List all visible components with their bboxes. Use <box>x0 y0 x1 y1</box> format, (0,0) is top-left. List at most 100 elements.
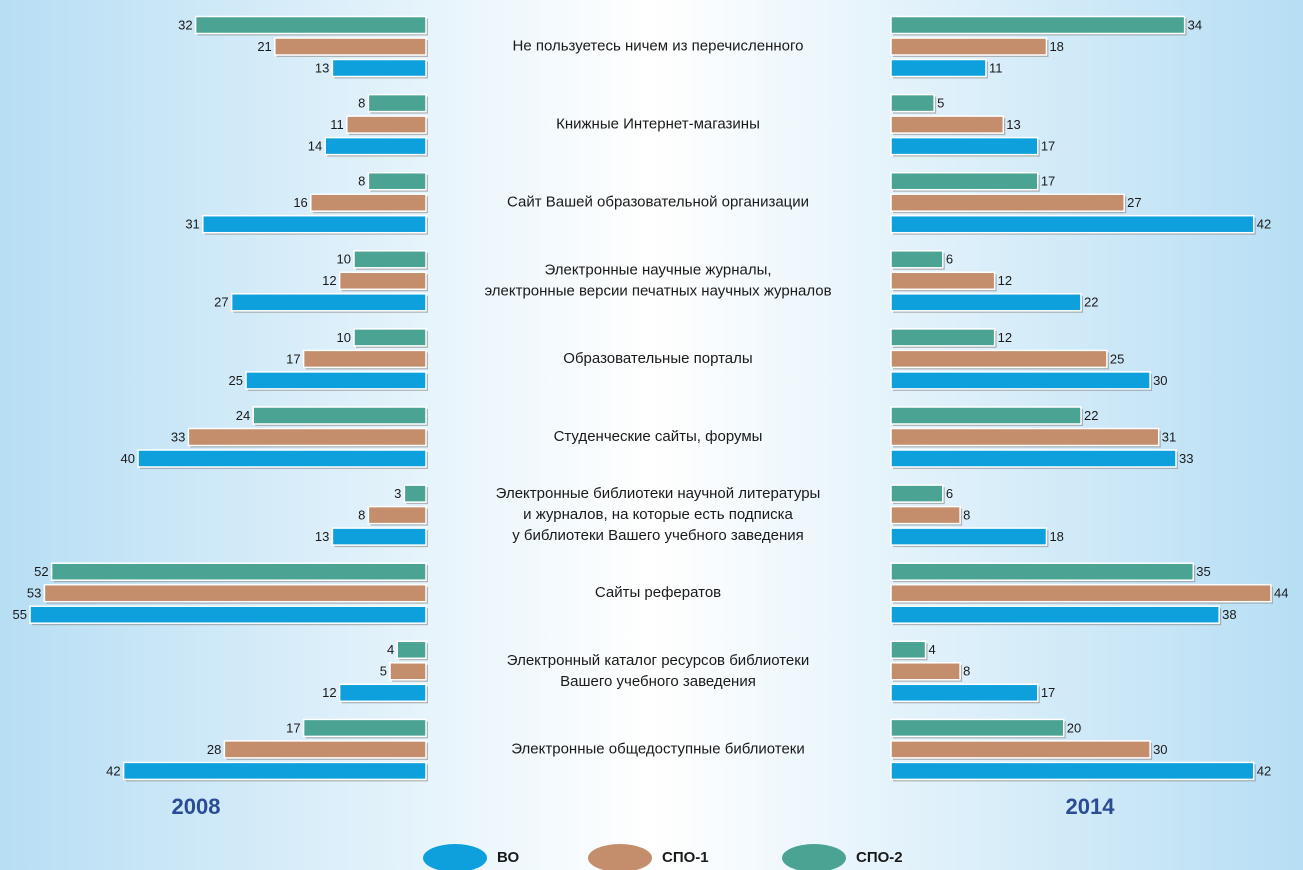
bar <box>890 683 1039 703</box>
bar <box>890 193 1125 212</box>
value-label: 25 <box>229 373 243 388</box>
value-label: 52 <box>34 564 48 579</box>
value-label: 17 <box>286 351 300 366</box>
value-label: 33 <box>1179 451 1193 466</box>
value-label: 6 <box>946 252 953 267</box>
category-label: Электронные научные журналы, <box>544 261 771 278</box>
category-label: Вашего учебного заведения <box>560 673 756 690</box>
bar <box>890 214 1255 234</box>
value-label: 5 <box>937 96 944 111</box>
bar <box>890 583 1272 603</box>
value-label: 17 <box>1041 139 1055 154</box>
value-label: 34 <box>1188 17 1202 32</box>
bar <box>230 293 427 312</box>
category-label: электронные версии печатных научных журн… <box>484 282 831 299</box>
bar <box>302 349 427 369</box>
value-label: 32 <box>178 17 192 32</box>
value-label: 5 <box>380 664 387 679</box>
bar <box>890 640 927 660</box>
value-label: 27 <box>214 295 228 310</box>
value-label: 44 <box>1274 586 1288 601</box>
value-label: 42 <box>1257 763 1271 778</box>
legend-label: СПО-1 <box>662 849 709 866</box>
bar <box>890 427 1160 447</box>
value-label: 8 <box>963 664 970 679</box>
bar <box>890 58 987 78</box>
bar <box>403 484 427 503</box>
legend-label: СПО-2 <box>856 849 903 866</box>
bar <box>890 250 944 269</box>
value-label: 24 <box>236 408 250 423</box>
bar <box>331 58 427 78</box>
category-label: у библиотеки Вашего учебного заведения <box>512 527 804 544</box>
category-label: Не пользуетесь ничем из перечисленного <box>512 37 803 54</box>
value-label: 20 <box>1067 720 1081 735</box>
bar <box>353 328 427 347</box>
bar <box>245 371 427 390</box>
value-label: 17 <box>1041 174 1055 189</box>
value-label: 22 <box>1084 408 1098 423</box>
bar <box>890 449 1177 468</box>
value-label: 40 <box>121 451 135 466</box>
bar <box>890 271 996 291</box>
bar <box>137 449 427 468</box>
value-label: 12 <box>322 273 336 288</box>
value-label: 16 <box>293 195 307 210</box>
category-label: Книжные Интернет-магазины <box>556 116 760 133</box>
bar <box>890 328 996 347</box>
value-label: 27 <box>1127 195 1141 210</box>
value-label: 8 <box>358 174 365 189</box>
category-label: Сайт Вашей образовательной организации <box>507 194 809 211</box>
bar <box>43 583 427 603</box>
bar <box>890 484 944 503</box>
value-label: 30 <box>1153 742 1167 757</box>
value-label: 14 <box>308 139 322 154</box>
category-label: Электронный каталог ресурсов библиотеки <box>507 652 809 669</box>
bar <box>396 640 427 660</box>
bar <box>890 349 1108 369</box>
bar <box>310 193 427 212</box>
bar <box>367 171 427 191</box>
value-label: 12 <box>998 330 1012 345</box>
bar <box>50 562 427 581</box>
bar <box>122 761 427 781</box>
value-label: 10 <box>337 252 351 267</box>
value-label: 11 <box>989 60 1003 75</box>
bar <box>890 93 935 113</box>
value-label: 18 <box>1049 39 1063 54</box>
bar <box>890 761 1255 781</box>
value-label: 13 <box>315 60 329 75</box>
bar <box>187 427 427 447</box>
bar <box>338 683 427 703</box>
bar <box>890 293 1082 312</box>
category-label: Образовательные порталы <box>563 350 752 367</box>
value-label: 4 <box>929 642 936 657</box>
value-label: 17 <box>286 720 300 735</box>
bar <box>29 605 427 624</box>
bar <box>223 740 427 759</box>
bar <box>890 527 1048 546</box>
value-label: 17 <box>1041 685 1055 700</box>
bar <box>389 662 427 681</box>
bar <box>890 406 1082 425</box>
category-label: Электронные общедоступные библиотеки <box>511 740 805 757</box>
value-label: 10 <box>337 330 351 345</box>
bar <box>202 214 427 234</box>
legend-swatch <box>423 844 487 870</box>
bar <box>890 740 1151 759</box>
value-label: 42 <box>1257 217 1271 232</box>
value-label: 13 <box>315 529 329 544</box>
legend-swatch <box>588 844 652 870</box>
value-label: 25 <box>1110 351 1124 366</box>
value-label: 8 <box>358 508 365 523</box>
value-label: 31 <box>1162 429 1176 444</box>
value-label: 42 <box>106 763 120 778</box>
value-label: 3 <box>394 486 401 501</box>
value-label: 55 <box>13 607 27 622</box>
value-label: 28 <box>207 742 221 757</box>
bar <box>890 662 961 681</box>
bar <box>324 136 427 156</box>
bar <box>338 271 427 291</box>
legend-label: ВО <box>497 849 519 866</box>
